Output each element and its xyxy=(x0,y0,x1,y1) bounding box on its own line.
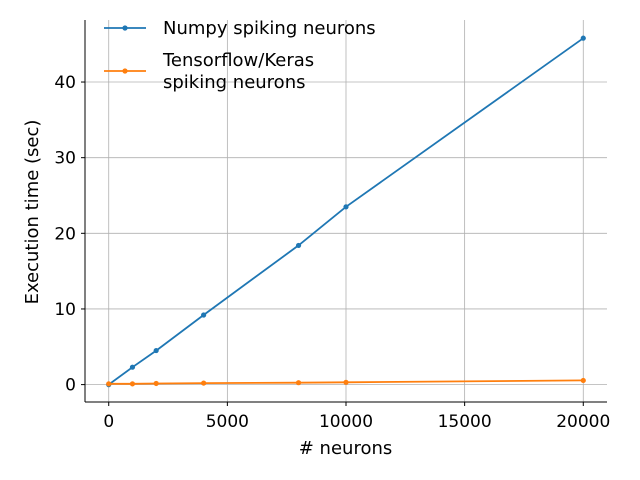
series-1 xyxy=(106,377,586,387)
legend-marker xyxy=(122,25,128,31)
legend-marker xyxy=(122,68,128,74)
data-point xyxy=(106,381,112,387)
legend-label: spiking neurons xyxy=(163,72,305,93)
data-point xyxy=(129,381,136,387)
legend-entry-0: Numpy spiking neurons xyxy=(104,18,376,39)
y-tick-label: 40 xyxy=(54,73,76,93)
x-tick-label: 15000 xyxy=(438,412,492,432)
data-point xyxy=(343,204,349,210)
y-tick-label: 10 xyxy=(54,300,76,320)
data-point xyxy=(295,380,302,386)
data-point xyxy=(580,377,586,384)
data-point xyxy=(129,364,136,370)
legend: Numpy spiking neurons Tensorflow/Kerasspi… xyxy=(104,18,376,93)
y-tick-label: 0 xyxy=(65,376,76,396)
y-tick-label: 30 xyxy=(54,149,76,169)
x-tick-label: 0 xyxy=(103,412,114,432)
x-axis-label: # neurons xyxy=(299,438,393,459)
data-point xyxy=(295,242,302,249)
data-point xyxy=(201,312,207,318)
data-point xyxy=(153,347,159,354)
data-point xyxy=(343,379,349,385)
ticks: 0 5000 10000 15000 20000 0 10 20 30 40 xyxy=(54,73,610,432)
y-tick-label: 20 xyxy=(54,224,76,244)
x-tick-label: 10000 xyxy=(319,412,373,432)
data-point xyxy=(580,35,586,41)
legend-label: Tensorflow/Keras xyxy=(162,50,314,71)
x-tick-label: 5000 xyxy=(206,412,249,432)
data-point xyxy=(153,380,159,387)
y-axis-label: Execution time (sec) xyxy=(22,120,43,305)
x-tick-label: 20000 xyxy=(556,412,610,432)
legend-label: Numpy spiking neurons xyxy=(163,18,376,39)
data-point xyxy=(201,380,207,386)
series-layer xyxy=(106,35,586,388)
